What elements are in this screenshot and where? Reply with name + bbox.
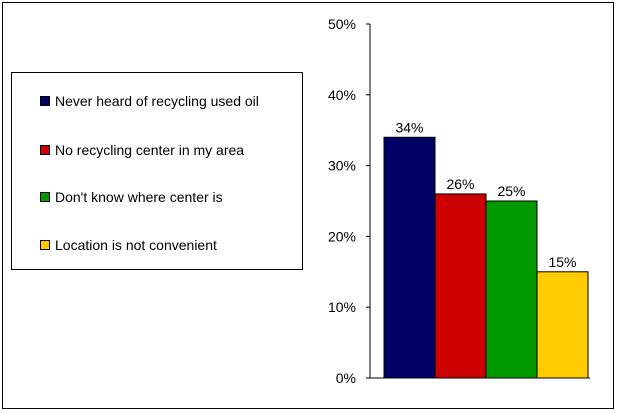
bar xyxy=(434,193,487,379)
bar xyxy=(383,136,436,379)
bar xyxy=(536,271,589,379)
legend-swatch-green xyxy=(40,192,50,202)
data-label: 26% xyxy=(446,176,474,192)
data-label: 25% xyxy=(497,183,525,199)
legend-item-dont-know: Don't know where center is xyxy=(40,189,223,205)
y-tick-label: 30% xyxy=(328,158,356,174)
legend-label: Never heard of recycling used oil xyxy=(55,93,259,109)
legend-label: Don't know where center is xyxy=(55,189,223,205)
data-label: 15% xyxy=(548,254,576,270)
y-tick-label: 40% xyxy=(328,87,356,103)
legend-item-not-convenient: Location is not convenient xyxy=(40,237,217,253)
chart-legend: Never heard of recycling used oil No rec… xyxy=(11,72,303,270)
legend-label: No recycling center in my area xyxy=(55,142,245,158)
legend-swatch-navy xyxy=(40,96,50,106)
y-tick-label: 10% xyxy=(328,299,356,315)
y-tick-label: 50% xyxy=(328,16,356,32)
bar xyxy=(485,200,538,379)
legend-item-no-center: No recycling center in my area xyxy=(40,142,244,158)
legend-label: Location is not convenient xyxy=(55,237,217,253)
legend-swatch-red xyxy=(40,145,50,155)
data-label: 34% xyxy=(395,119,423,135)
y-tick-label: 20% xyxy=(328,228,356,244)
legend-item-never-heard: Never heard of recycling used oil xyxy=(40,93,259,109)
legend-swatch-yellow xyxy=(40,240,50,250)
y-tick-label: 0% xyxy=(336,370,356,386)
